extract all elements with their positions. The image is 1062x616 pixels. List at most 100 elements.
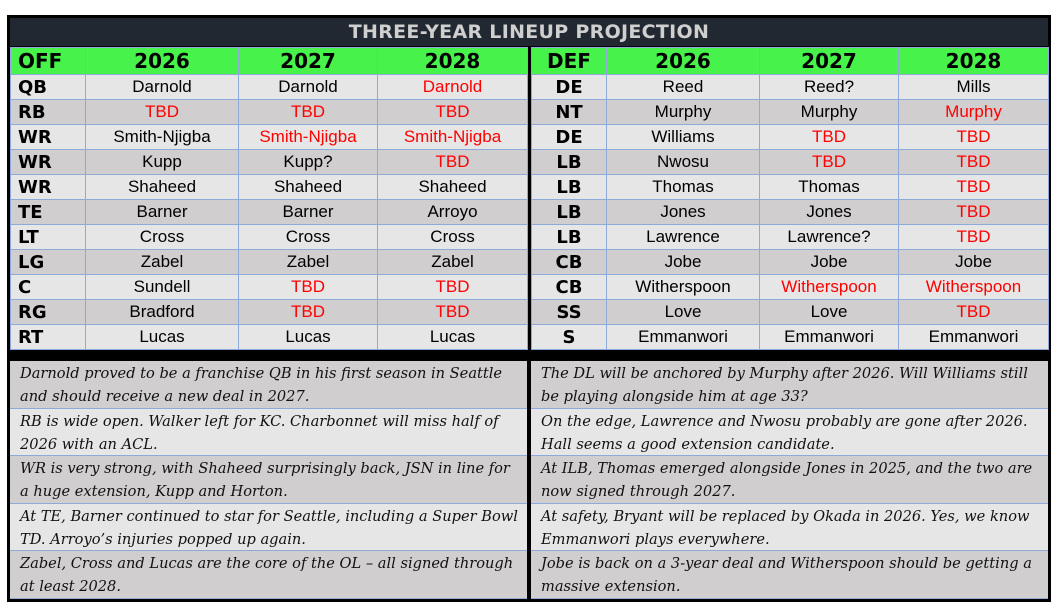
note-text: Zabel, Cross and Lucas are the core of t… — [10, 551, 527, 599]
player-cell: Kupp — [85, 149, 239, 175]
position-label: LG — [10, 249, 86, 275]
player-cell: Jobe — [606, 249, 760, 275]
table-row: S Emmanwori Emmanwori Emmanwori — [531, 324, 1049, 350]
player-cell: Lucas — [377, 324, 528, 350]
table-row: WR Shaheed Shaheed Shaheed — [10, 174, 528, 200]
player-cell: TBD — [898, 149, 1049, 175]
player-cell: Emmanwori — [759, 324, 899, 350]
position-label: LT — [10, 224, 86, 250]
position-label: NT — [531, 99, 607, 125]
position-label: CB — [531, 274, 607, 300]
position-label: WR — [10, 149, 86, 175]
player-cell: Mills — [898, 74, 1049, 100]
table-title: THREE-YEAR LINEUP PROJECTION — [10, 18, 1048, 46]
player-cell: Cross — [85, 224, 239, 250]
table-row: RG Bradford TBD TBD — [10, 299, 528, 325]
position-label: DE — [531, 124, 607, 150]
lineup-projection-table: THREE-YEAR LINEUP PROJECTION OFF 2026 2027… — [7, 15, 1051, 602]
note-text: WR is very strong, with Shaheed surprisi… — [10, 456, 527, 504]
position-label: QB — [10, 74, 86, 100]
player-cell: Smith-Njigba — [85, 124, 239, 150]
table-row: RB TBD TBD TBD — [10, 99, 528, 125]
player-cell: Lucas — [85, 324, 239, 350]
note-text: At safety, Bryant will be replaced by Ok… — [531, 503, 1048, 552]
player-cell: Arroyo — [377, 199, 528, 225]
table-row: LG Zabel Zabel Zabel — [10, 249, 528, 275]
table-row: LT Cross Cross Cross — [10, 224, 528, 250]
player-cell: Shaheed — [85, 174, 239, 200]
player-cell: Darnold — [377, 74, 528, 100]
year-column-header: 2026 — [85, 47, 239, 75]
note-text: At ILB, Thomas emerged alongside Jones i… — [531, 456, 1048, 504]
position-label: RB — [10, 99, 86, 125]
player-cell: TBD — [898, 174, 1049, 200]
table-row: WR Kupp Kupp? TBD — [10, 149, 528, 175]
player-cell: Zabel — [85, 249, 239, 275]
defense-notes: The DL will be anchored by Murphy after … — [531, 361, 1048, 599]
player-cell: Jobe — [759, 249, 899, 275]
player-cell: TBD — [377, 99, 528, 125]
player-cell: Shaheed — [377, 174, 528, 200]
position-label: WR — [10, 174, 86, 200]
defense-header-row: DEF 2026 2027 2028 — [531, 47, 1049, 75]
player-cell: Murphy — [898, 99, 1049, 125]
defense-table: DEF 2026 2027 2028 DE Reed Reed? Mills NT Murphy M… — [531, 47, 1049, 350]
table-row: LB Thomas Thomas TBD — [531, 174, 1049, 200]
table-row: TE Barner Barner Arroyo — [10, 199, 528, 225]
offense-notes: Darnold proved to be a franchise QB in h… — [10, 361, 527, 599]
player-cell: Jones — [606, 199, 760, 225]
player-cell: Thomas — [759, 174, 899, 200]
year-column-header: 2027 — [238, 47, 378, 75]
offense-header-row: OFF 2026 2027 2028 — [10, 47, 528, 75]
player-cell: TBD — [238, 274, 378, 300]
table-row: CB Witherspoon Witherspoon Witherspoon — [531, 274, 1049, 300]
player-cell: Bradford — [85, 299, 239, 325]
player-cell: Nwosu — [606, 149, 760, 175]
player-cell: Lawrence — [606, 224, 760, 250]
player-cell: Barner — [85, 199, 239, 225]
player-cell: TBD — [85, 99, 239, 125]
year-column-header: 2026 — [606, 47, 760, 75]
player-cell: Love — [759, 299, 899, 325]
position-label: S — [531, 324, 607, 350]
player-cell: TBD — [898, 199, 1049, 225]
position-label: SS — [531, 299, 607, 325]
position-label: RT — [10, 324, 86, 350]
table-row: DE Reed Reed? Mills — [531, 74, 1049, 100]
player-cell: TBD — [377, 274, 528, 300]
player-cell: TBD — [898, 224, 1049, 250]
player-cell: TBD — [898, 124, 1049, 150]
player-cell: TBD — [759, 149, 899, 175]
year-column-header: 2027 — [759, 47, 899, 75]
note-text: On the edge, Lawrence and Nwosu probably… — [531, 408, 1048, 457]
player-cell: Love — [606, 299, 760, 325]
player-cell: TBD — [238, 99, 378, 125]
position-label: LB — [531, 149, 607, 175]
player-cell: Zabel — [377, 249, 528, 275]
player-cell: Darnold — [238, 74, 378, 100]
player-cell: Darnold — [85, 74, 239, 100]
table-row: LB Nwosu TBD TBD — [531, 149, 1049, 175]
player-cell: Witherspoon — [759, 274, 899, 300]
table-row: CB Jobe Jobe Jobe — [531, 249, 1049, 275]
player-cell: Jobe — [898, 249, 1049, 275]
player-cell: Witherspoon — [898, 274, 1049, 300]
player-cell: Cross — [377, 224, 528, 250]
player-cell: TBD — [898, 299, 1049, 325]
player-cell: Sundell — [85, 274, 239, 300]
position-label: TE — [10, 199, 86, 225]
player-cell: Reed? — [759, 74, 899, 100]
year-column-header: 2028 — [898, 47, 1049, 75]
player-cell: TBD — [238, 299, 378, 325]
table-row: C Sundell TBD TBD — [10, 274, 528, 300]
player-cell: Lawrence? — [759, 224, 899, 250]
player-cell: Cross — [238, 224, 378, 250]
player-cell: Jones — [759, 199, 899, 225]
player-cell: TBD — [377, 299, 528, 325]
offense-section: OFF 2026 2027 2028 QB Darnold Darnold Darnold RB… — [10, 47, 528, 350]
offense-table: OFF 2026 2027 2028 QB Darnold Darnold Darnold RB… — [10, 47, 528, 350]
position-label: CB — [531, 249, 607, 275]
player-cell: Murphy — [606, 99, 760, 125]
player-cell: Emmanwori — [898, 324, 1049, 350]
table-row: SS Love Love TBD — [531, 299, 1049, 325]
